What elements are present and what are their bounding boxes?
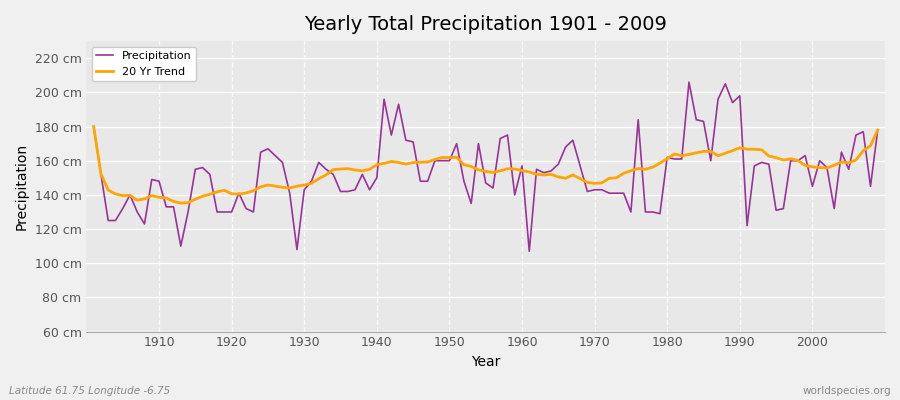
Precipitation <box>306 179 317 184</box>
Title: Yearly Total Precipitation 1901 - 2009: Yearly Total Precipitation 1901 - 2009 <box>304 15 667 34</box>
Line: 20 Yr Trend: 20 Yr Trend <box>94 126 878 203</box>
Y-axis label: Precipitation: Precipitation <box>15 143 29 230</box>
Precipitation <box>349 187 360 192</box>
20 Yr Trend <box>357 168 368 173</box>
20 Yr Trend <box>517 168 527 173</box>
20 Yr Trend <box>872 128 883 132</box>
Legend: Precipitation, 20 Yr Trend: Precipitation, 20 Yr Trend <box>92 47 196 81</box>
20 Yr Trend <box>611 176 622 180</box>
Precipitation <box>147 177 158 182</box>
X-axis label: Year: Year <box>471 355 500 369</box>
Precipitation <box>509 192 520 197</box>
Precipitation <box>684 80 695 84</box>
Precipitation <box>524 249 535 254</box>
Line: Precipitation: Precipitation <box>94 82 878 251</box>
Precipitation <box>611 191 622 196</box>
Text: Latitude 61.75 Longitude -6.75: Latitude 61.75 Longitude -6.75 <box>9 386 170 396</box>
20 Yr Trend <box>176 201 186 206</box>
20 Yr Trend <box>88 124 99 129</box>
Precipitation <box>872 128 883 132</box>
20 Yr Trend <box>313 176 324 181</box>
20 Yr Trend <box>147 193 158 198</box>
Precipitation <box>517 164 527 168</box>
Precipitation <box>88 124 99 129</box>
Text: worldspecies.org: worldspecies.org <box>803 386 891 396</box>
20 Yr Trend <box>524 170 535 174</box>
